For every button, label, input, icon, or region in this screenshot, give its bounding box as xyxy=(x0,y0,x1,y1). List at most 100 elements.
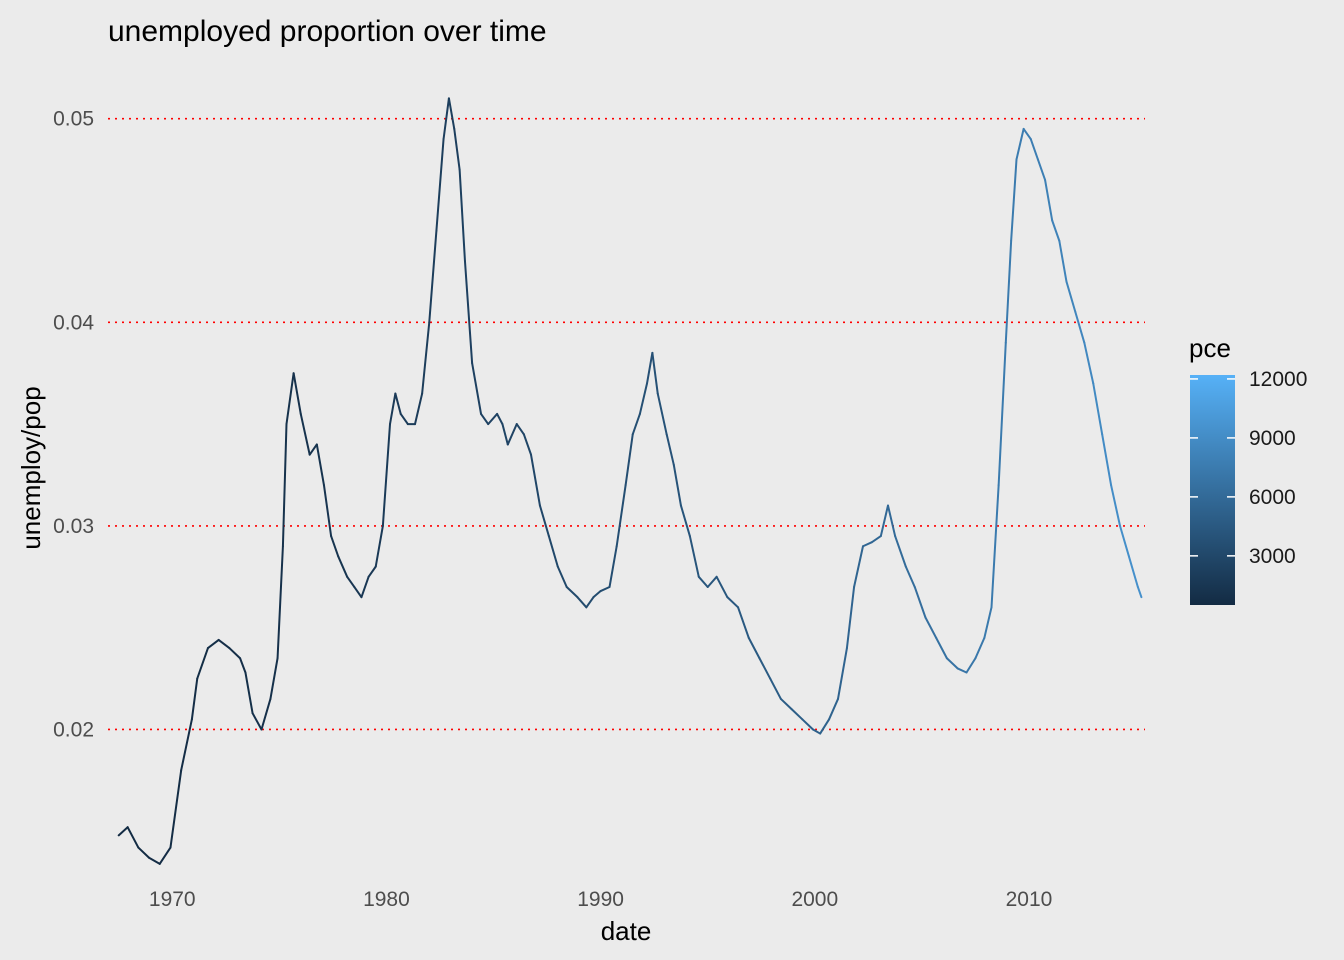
y-tick-label: 0.05 xyxy=(53,108,94,131)
line-segment xyxy=(904,565,916,588)
line-segment xyxy=(935,636,948,660)
line-segment xyxy=(276,545,284,660)
line-segment xyxy=(599,585,611,593)
chart-title: unemployed proportion over time xyxy=(108,15,547,48)
line-segment xyxy=(828,697,840,721)
line-segment xyxy=(737,606,750,639)
line-segment xyxy=(665,433,675,466)
line-segment xyxy=(447,97,456,130)
y-tick-label: 0.03 xyxy=(53,515,94,538)
x-tick-label: 1970 xyxy=(149,888,196,911)
line-segment xyxy=(845,585,856,650)
line-segment xyxy=(353,585,363,599)
line-segment xyxy=(715,575,729,599)
line-segment xyxy=(458,168,466,263)
line-segment xyxy=(585,596,595,609)
line-segment xyxy=(997,341,1007,487)
line-segment xyxy=(487,412,499,426)
x-tick-label: 1990 xyxy=(577,888,624,911)
line-segment xyxy=(281,423,288,548)
line-segment xyxy=(913,585,927,619)
line-segment xyxy=(819,718,831,735)
line-segment xyxy=(956,667,968,674)
x-tick-label: 2010 xyxy=(1006,888,1053,911)
line-segment xyxy=(624,433,634,487)
line-segment xyxy=(615,484,627,548)
line-segment xyxy=(990,484,1000,609)
line-segment xyxy=(190,677,199,721)
line-segment xyxy=(285,372,295,426)
line-segment xyxy=(299,412,311,456)
line-segment xyxy=(688,535,700,578)
line-segment xyxy=(758,657,772,680)
line-segment xyxy=(697,575,709,588)
line-segment xyxy=(1065,280,1077,314)
line-segment xyxy=(506,423,518,446)
line-segment xyxy=(769,677,782,700)
y-tick-labels: 0.02 0.03 0.04 0.05 xyxy=(53,108,94,742)
gridlines xyxy=(108,117,1145,731)
line-segment xyxy=(239,657,247,674)
line-segment xyxy=(812,728,822,735)
line-segment xyxy=(631,412,641,436)
x-axis-label: date xyxy=(601,916,652,946)
line-segment xyxy=(496,412,504,426)
line-segment xyxy=(381,423,392,527)
line-segment xyxy=(1101,433,1113,487)
line-segment xyxy=(137,846,151,859)
line-segment xyxy=(228,647,242,660)
legend-tick-label: 3000 xyxy=(1249,545,1296,568)
line-segment xyxy=(779,697,793,711)
line-segment xyxy=(837,647,848,700)
line-segment xyxy=(983,606,993,639)
line-segment xyxy=(471,362,483,415)
line-segment xyxy=(389,392,397,426)
line-segment xyxy=(522,433,533,456)
line-segment xyxy=(217,638,231,650)
x-tick-label: 2000 xyxy=(791,888,838,911)
series-line xyxy=(117,97,1143,865)
line-segment xyxy=(1015,127,1025,161)
line-segment xyxy=(308,443,318,456)
line-segment xyxy=(886,504,897,538)
y-tick-label: 0.02 xyxy=(53,718,94,741)
line-segment xyxy=(346,575,356,588)
line-segment xyxy=(196,647,209,680)
line-segment xyxy=(747,636,761,660)
y-tick-label: 0.04 xyxy=(53,311,94,334)
line-segment xyxy=(126,826,140,849)
line-segment xyxy=(638,382,649,415)
line-segment xyxy=(870,535,882,544)
line-segment xyxy=(1119,524,1130,558)
line-segment xyxy=(453,127,461,171)
line-segment xyxy=(945,657,959,670)
line-segment xyxy=(330,535,340,558)
line-segment xyxy=(726,596,740,609)
line-segment xyxy=(442,97,450,141)
line-segment xyxy=(1074,311,1086,344)
line-segment xyxy=(413,392,424,426)
line-segment xyxy=(924,616,938,639)
line-segment xyxy=(337,555,349,578)
line-segment xyxy=(530,453,541,507)
line-segment xyxy=(1036,158,1047,181)
line-segment xyxy=(515,423,525,436)
legend-title: pce xyxy=(1189,333,1231,363)
line-segment xyxy=(801,718,815,731)
line-segment xyxy=(679,504,691,538)
line-segment xyxy=(547,535,559,568)
line-segment xyxy=(1058,239,1068,283)
legend: pce 3000 6000 9000 12000 xyxy=(1189,333,1307,605)
line-segment xyxy=(360,575,370,599)
line-segment xyxy=(672,463,682,507)
line-segment xyxy=(656,392,668,436)
line-segment xyxy=(1010,158,1018,242)
legend-tick-label: 9000 xyxy=(1249,427,1296,450)
x-tick-labels: 1970 1980 1990 2000 2010 xyxy=(149,888,1052,911)
x-tick-label: 1980 xyxy=(363,888,410,911)
line-segment xyxy=(394,392,402,415)
line-segment xyxy=(158,846,172,865)
line-segment xyxy=(480,412,490,426)
line-segment xyxy=(1051,219,1061,242)
